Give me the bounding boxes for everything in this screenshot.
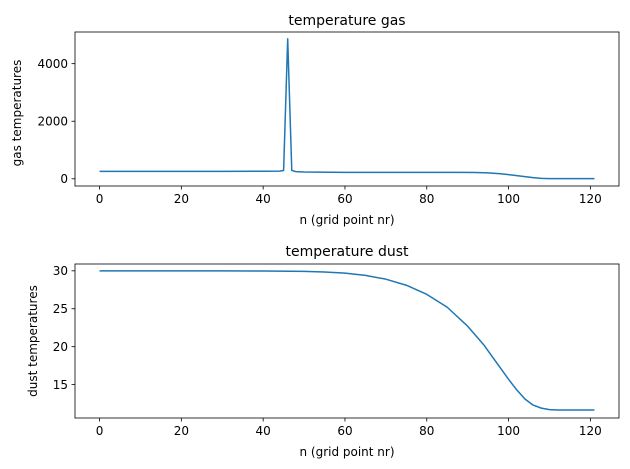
dust-x-tick-label-100: 100 (497, 424, 520, 438)
gas-y-tick-label-0: 0 (60, 172, 68, 186)
dust-x-tick-label-80: 80 (419, 424, 434, 438)
gas-y-tick-label-2000: 2000 (37, 115, 68, 129)
gas-x-tick-label-0: 0 (96, 192, 104, 206)
gas-x-tick-label-80: 80 (419, 192, 434, 206)
dust-panel-title: temperature dust (286, 244, 410, 260)
gas-axes-frame (74, 31, 620, 187)
dust-x-tick-label-0: 0 (96, 424, 104, 438)
dust-y-tick-label-25: 25 (53, 302, 68, 316)
gas-x-axis-label: n (grid point nr) (299, 213, 394, 227)
dust-x-axis-label: n (grid point nr) (299, 445, 394, 459)
gas-x-tick-label-100: 100 (497, 192, 520, 206)
dust-x-tick-label-60: 60 (337, 424, 352, 438)
dust-y-axis-label: dust temperatures (26, 285, 40, 397)
gas-x-tick-label-40: 40 (256, 192, 271, 206)
gas-x-tick-label-20: 20 (174, 192, 189, 206)
dust-y-tick-label-30: 30 (53, 264, 68, 278)
gas-x-tick-label-120: 120 (579, 192, 602, 206)
gas-temperature-panel: temperature gas n (grid point nr) gas te… (10, 13, 620, 227)
dust-temperature-panel: temperature dust n (grid point nr) dust … (26, 244, 620, 459)
dust-axes-frame (74, 263, 620, 419)
dust-y-tick-label-15: 15 (53, 378, 68, 392)
dust-series-line-0 (99, 270, 595, 411)
dust-x-tick-label-40: 40 (256, 424, 271, 438)
dust-y-tick-label-20: 20 (53, 340, 68, 354)
gas-panel-title: temperature gas (288, 13, 405, 29)
gas-series-line-0 (99, 38, 595, 180)
dust-x-tick-label-20: 20 (174, 424, 189, 438)
gas-y-axis-label: gas temperatures (10, 60, 24, 167)
dust-x-tick-label-120: 120 (579, 424, 602, 438)
gas-x-tick-label-60: 60 (337, 192, 352, 206)
gas-y-tick-label-4000: 4000 (37, 57, 68, 71)
